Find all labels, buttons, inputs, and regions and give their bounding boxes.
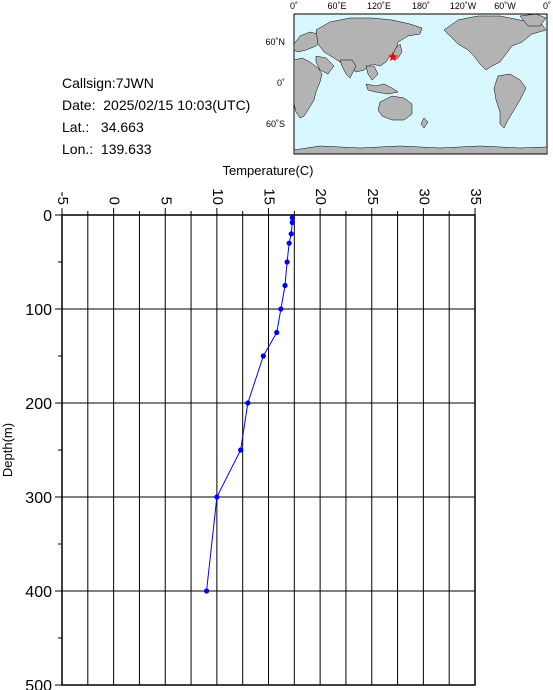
- lat-value: 34.663: [100, 119, 144, 135]
- y-axis-label: Depth(m): [0, 423, 15, 477]
- date-label: Date:: [62, 97, 96, 113]
- map-lon-label: 60˚E: [327, 1, 346, 11]
- world-map: 0˚ 60˚E 120˚E 180˚ 120˚W 60˚W 0˚ 60˚N 0˚…: [265, 1, 551, 155]
- map-lon-label: 60˚W: [494, 1, 516, 11]
- x-tick-label: 5: [157, 197, 174, 205]
- x-tick-label: -5: [54, 192, 71, 205]
- temperature-series: [203, 215, 295, 594]
- map-lon-label: 0˚: [543, 1, 551, 11]
- callsign-value: 7JWN: [115, 75, 154, 91]
- land-south-america: [493, 73, 527, 129]
- x-tick-label: 25: [364, 188, 381, 205]
- land-australia: [377, 95, 413, 121]
- land-north-america: [443, 15, 547, 71]
- map-land: [293, 13, 548, 155]
- map-lat-labels: 60˚N 0˚ 60˚S: [265, 37, 285, 129]
- land-se-asia: [365, 65, 379, 81]
- map-frame-ticks: [294, 13, 547, 155]
- data-point: [274, 329, 280, 336]
- station-info: Callsign:7JWN Date: 2025/02/15 10:03(UTC…: [62, 72, 250, 160]
- map-lon-label: 120˚E: [367, 1, 391, 11]
- lat-label: Lat.:: [62, 119, 90, 135]
- map-lat-label: 60˚S: [266, 119, 285, 129]
- data-point: [260, 353, 266, 359]
- lon-value: 139.633: [100, 141, 152, 157]
- x-tick-label: 30: [415, 188, 432, 205]
- land-new-zealand: [420, 117, 429, 129]
- chart-grid: [62, 215, 475, 685]
- x-tick-label: 20: [312, 188, 329, 205]
- x-tick-label: 15: [261, 188, 278, 205]
- map-lon-label: 180˚: [412, 1, 430, 11]
- data-point: [282, 282, 288, 289]
- map-lon-label: 0˚: [290, 1, 298, 11]
- y-tick-label: 200: [25, 396, 52, 413]
- map-lat-label: 0˚: [277, 78, 285, 88]
- data-point: [289, 215, 295, 221]
- date-value: 2025/02/15 10:03(UTC): [103, 97, 251, 113]
- land-africa: [293, 57, 323, 119]
- map-top-labels: 0˚ 60˚E 120˚E 180˚ 120˚W 60˚W 0˚: [290, 1, 551, 11]
- date-row: Date: 2025/02/15 10:03(UTC): [62, 94, 250, 116]
- data-point: [245, 400, 251, 406]
- star-icon: [388, 52, 398, 61]
- lon-row: Lon.: 139.633: [62, 138, 250, 160]
- x-tick-label: 0: [106, 197, 123, 205]
- data-point: [203, 588, 210, 594]
- x-tick-label: 35: [467, 188, 484, 205]
- y-tick-label: 300: [25, 490, 52, 507]
- y-tick-label: 400: [25, 584, 52, 601]
- y-tick-label: 500: [25, 678, 52, 690]
- map-lon-label: 120˚W: [450, 1, 477, 11]
- x-axis-ticks: -5 0 5 10 15 20 25 30 35: [54, 188, 484, 215]
- data-point: [289, 219, 295, 226]
- y-tick-label: 0: [43, 208, 52, 225]
- data-point: [288, 231, 294, 237]
- data-point: [278, 306, 284, 312]
- land-india: [339, 59, 357, 79]
- map-lat-label: 60˚N: [265, 37, 285, 47]
- lon-label: Lon.:: [62, 141, 94, 157]
- data-point: [286, 240, 292, 246]
- data-point: [284, 259, 290, 265]
- callsign-label: Callsign:: [62, 75, 116, 91]
- data-point: [238, 447, 244, 453]
- lat-row: Lat.: 34.663: [62, 116, 250, 138]
- land-arabia: [315, 55, 335, 75]
- x-tick-label: 10: [209, 188, 226, 205]
- y-tick-label: 100: [25, 302, 52, 319]
- data-point: [214, 494, 220, 500]
- x-axis-label: Temperature(C): [222, 163, 313, 178]
- y-axis-ticks: 0 100 200 300 400 500: [25, 208, 62, 690]
- land-indonesia: [365, 83, 399, 95]
- callsign-row: Callsign:7JWN: [62, 72, 250, 94]
